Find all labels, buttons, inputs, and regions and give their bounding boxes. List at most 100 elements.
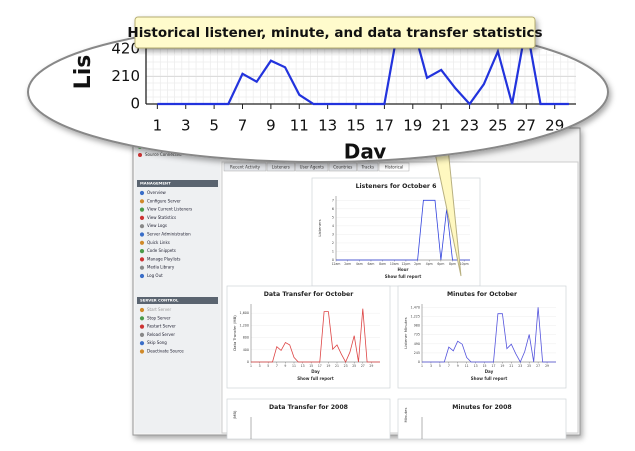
x-tick-label: 7: [448, 364, 450, 368]
x-tick-label: 17: [375, 117, 394, 135]
x-tick-label: 23: [344, 364, 348, 368]
x-tick-label: 15: [346, 117, 365, 135]
tab-label[interactable]: Countries: [333, 164, 352, 169]
y-axis-label: (MB): [232, 410, 237, 419]
tab[interactable]: [223, 162, 267, 172]
tab-label[interactable]: Historical: [385, 164, 404, 169]
section-title: MANAGEMENT: [140, 181, 171, 186]
sidebar-link[interactable]: Deactivate Source: [147, 349, 184, 354]
tab[interactable]: [378, 162, 410, 172]
x-tick-label: 4am: [356, 262, 363, 266]
x-tick-label: 4pm: [426, 262, 433, 266]
item-icon: [139, 224, 145, 229]
x-tick-label: 11: [290, 117, 309, 135]
item-icon: [139, 316, 145, 321]
tab[interactable]: [328, 162, 357, 172]
x-tick-label: 3: [181, 117, 191, 135]
x-tick-label: 25: [352, 364, 356, 368]
x-tick-label: 10am: [390, 262, 399, 266]
x-tick-label: 21: [432, 117, 451, 135]
x-tick-label: 13: [318, 117, 337, 135]
x-tick-label: 12pm: [401, 262, 410, 266]
x-tick-label: 8pm: [449, 262, 456, 266]
sidebar-link[interactable]: Configure Server: [147, 198, 181, 203]
x-tick-label: 5: [439, 364, 441, 368]
y-axis-label: Listeners: [317, 219, 322, 236]
sidebar-link[interactable]: Skip Song: [147, 340, 167, 345]
sidebar-link[interactable]: Overview: [147, 190, 167, 195]
item-icon: [139, 257, 145, 262]
x-tick-label: 10pm: [460, 262, 469, 266]
chart-title: Listeners for October 6: [356, 183, 437, 190]
x-tick-label: 9: [266, 117, 276, 135]
report-link[interactable]: Show full report: [471, 376, 508, 381]
chart-panel: Data Transfer for October Data Transfer (…: [226, 285, 391, 389]
item-icon: [139, 265, 145, 270]
sidebar-link[interactable]: Restart Server: [147, 324, 176, 329]
sidebar-link[interactable]: Quick Links: [147, 240, 170, 245]
y-tick-label: 3: [332, 232, 334, 236]
y-tick-label: 1,470: [411, 305, 420, 309]
x-tick-label: 27: [536, 364, 540, 368]
chart-title: Data Transfer for 2008: [269, 404, 348, 411]
sidebar-link[interactable]: Media Library: [147, 265, 175, 270]
callout-text: Historical listener, minute, and data tr…: [127, 25, 542, 41]
x-tick-label: 9: [457, 364, 459, 368]
x-tick-label: 6pm: [437, 262, 444, 266]
item-icon: [139, 332, 145, 337]
x-tick-label: 27: [361, 364, 365, 368]
x-tick-label: 23: [460, 117, 479, 135]
tab-label[interactable]: Tracks: [361, 164, 375, 169]
sidebar-link[interactable]: Manage Playlists: [147, 256, 180, 261]
x-tick-label: 1: [250, 364, 252, 368]
y-tick-label: 0: [418, 360, 420, 364]
y-tick-label: 420: [111, 39, 140, 57]
sidebar-link[interactable]: Code Snippets: [147, 248, 176, 253]
y-axis-label: Lis: [71, 55, 96, 90]
sidebar-link[interactable]: View Current Listeners: [147, 207, 192, 212]
sidebar-link[interactable]: Server Administration: [147, 232, 191, 237]
y-tick-label: 490: [414, 342, 420, 346]
sidebar-link[interactable]: Reload Server: [147, 332, 175, 337]
app-window: Source StatusOnlineSource ConnectedYesMA…: [132, 127, 581, 440]
sidebar-link[interactable]: Stop Server: [147, 315, 171, 320]
x-tick-label: 17: [491, 364, 495, 368]
chart-box: [397, 398, 567, 440]
x-tick-label: 17: [318, 364, 322, 368]
x-tick-label: 5: [209, 117, 219, 135]
sidebar-link[interactable]: View Logs: [147, 223, 167, 228]
x-tick-label: 2pm: [414, 262, 421, 266]
x-tick-label: 27: [517, 117, 536, 135]
report-link[interactable]: Show full report: [297, 376, 334, 381]
item-icon: [139, 324, 145, 329]
sidebar-link[interactable]: Log Out: [147, 273, 163, 278]
x-tick-label: 21: [335, 364, 339, 368]
chart-title: Minutes for 2008: [452, 404, 511, 411]
y-tick-label: 1,225: [411, 314, 420, 318]
chart-panel: Data Transfer for 2008 (MB): [226, 398, 391, 440]
x-tick-label: 21: [509, 364, 513, 368]
item-icon: [139, 199, 145, 204]
y-tick-label: 6: [332, 207, 334, 211]
x-tick-label: 13: [474, 364, 478, 368]
y-tick-label: 0: [247, 360, 249, 364]
chart-box: [226, 398, 391, 440]
x-tick-label: 13: [301, 364, 305, 368]
x-tick-label: 19: [326, 364, 330, 368]
sidebar-link[interactable]: Start Server: [147, 307, 172, 312]
status-icon: [138, 153, 142, 157]
tab-label[interactable]: User Agents: [300, 164, 324, 169]
tab-label[interactable]: Recent Activity: [230, 164, 261, 169]
tab[interactable]: [357, 162, 379, 172]
tab[interactable]: [295, 162, 329, 172]
report-link[interactable]: Show full report: [385, 274, 422, 279]
sidebar-link[interactable]: View Statistics: [147, 215, 176, 220]
tab[interactable]: [266, 162, 295, 172]
item-icon: [139, 232, 145, 237]
item-icon: [139, 349, 145, 354]
y-axis-label: Listener Minutes: [403, 317, 408, 348]
tab-label[interactable]: Listeners: [272, 164, 290, 169]
y-tick-label: 0: [130, 95, 140, 113]
y-tick-label: 7: [332, 198, 334, 202]
